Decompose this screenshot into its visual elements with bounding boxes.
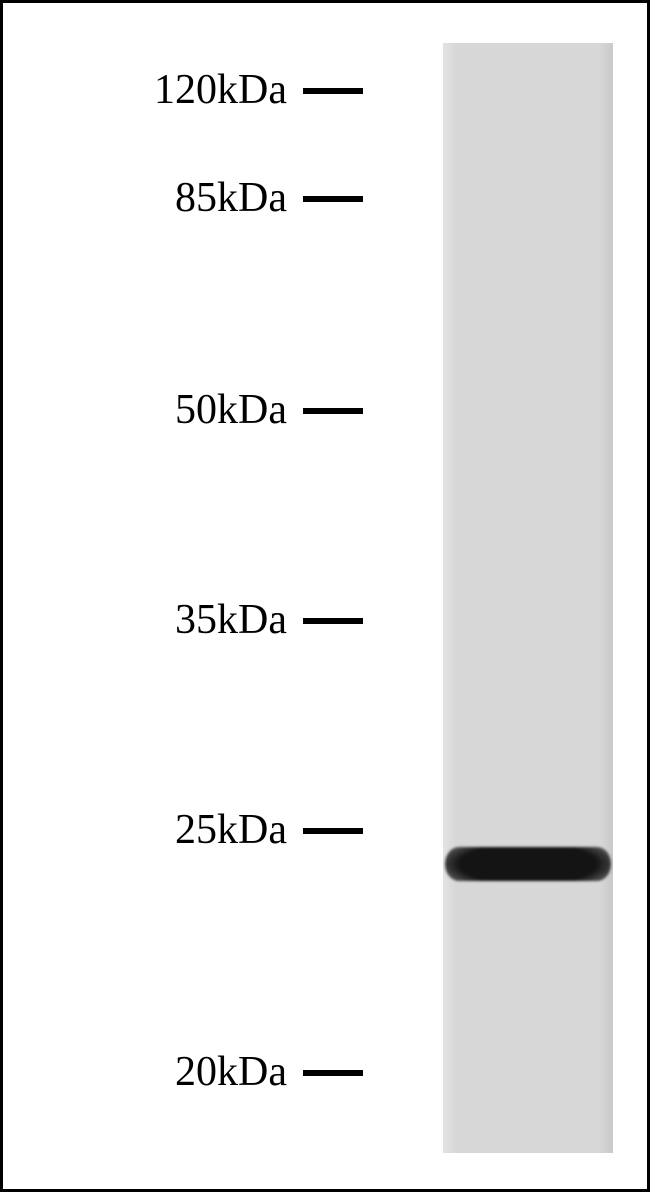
marker-tick bbox=[303, 196, 363, 202]
protein-band bbox=[445, 847, 611, 881]
marker-tick bbox=[303, 1070, 363, 1076]
marker-label: 50kDa bbox=[175, 386, 287, 434]
marker-label: 25kDa bbox=[175, 806, 287, 854]
marker-tick bbox=[303, 828, 363, 834]
marker-tick bbox=[303, 618, 363, 624]
gel-lane bbox=[443, 43, 613, 1153]
marker-tick bbox=[303, 88, 363, 94]
marker-label: 120kDa bbox=[154, 66, 287, 114]
figure-frame: 120kDa 85kDa 50kDa 35kDa 25kDa 20kDa bbox=[0, 0, 650, 1192]
marker-label: 85kDa bbox=[175, 174, 287, 222]
marker-tick bbox=[303, 408, 363, 414]
marker-label: 20kDa bbox=[175, 1048, 287, 1096]
marker-label: 35kDa bbox=[175, 596, 287, 644]
